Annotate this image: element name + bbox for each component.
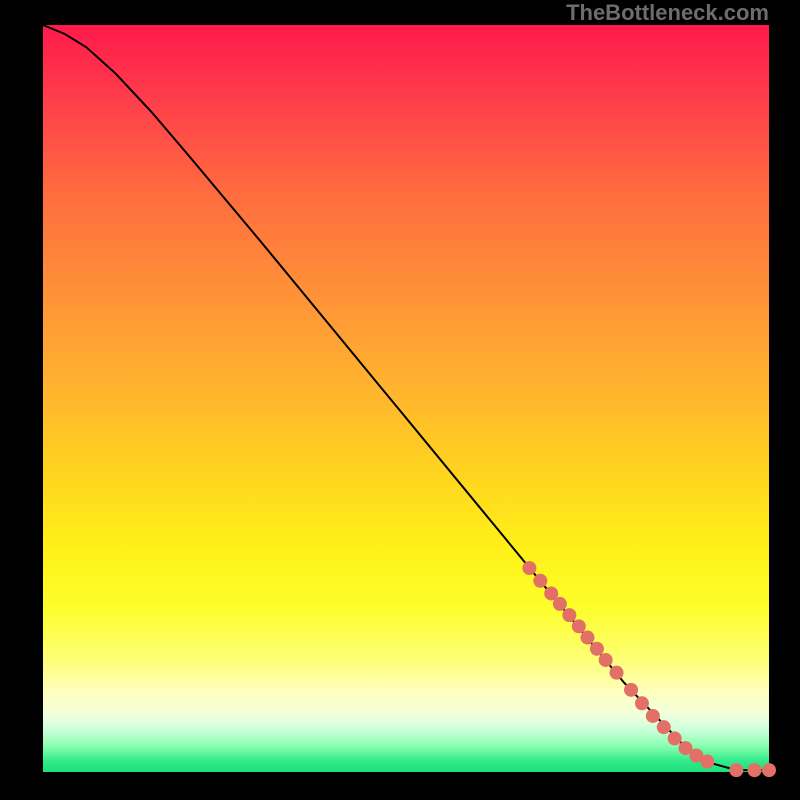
chart-plot-area [43,25,769,772]
watermark-text: TheBottleneck.com [566,0,769,26]
chart-gradient-bg [43,25,769,772]
